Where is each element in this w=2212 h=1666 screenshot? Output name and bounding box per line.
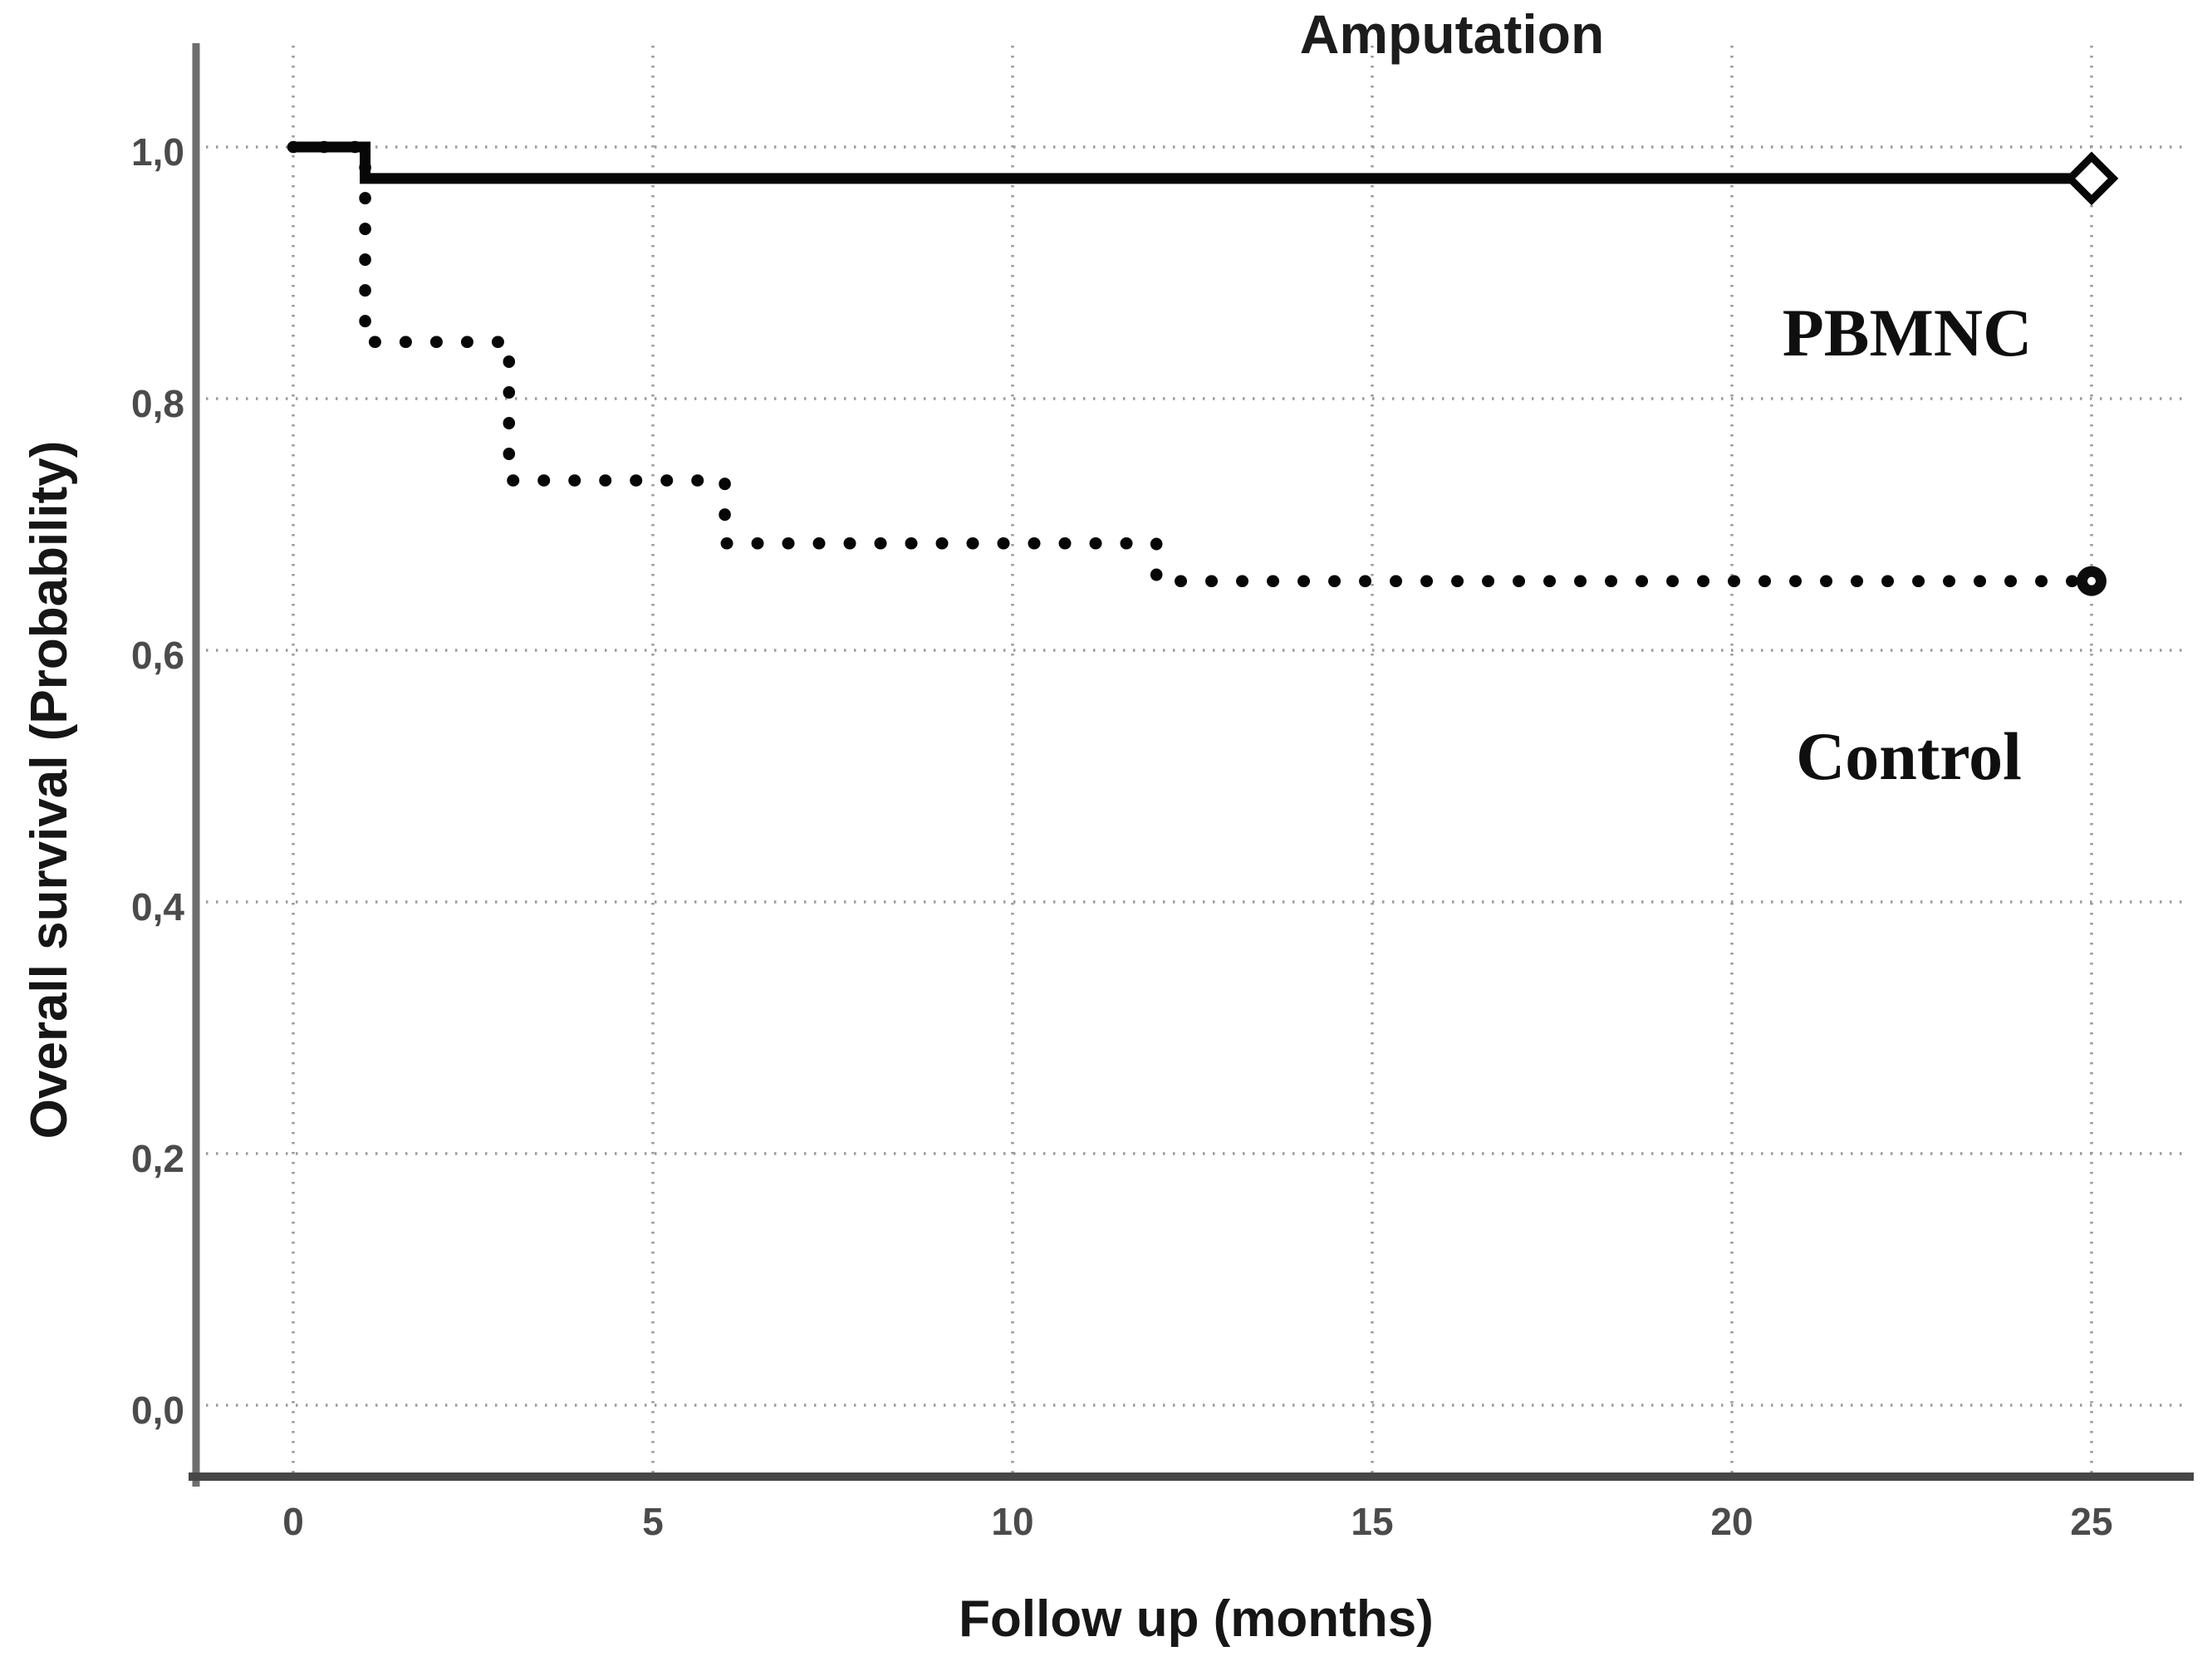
y-tick-label-0,8: 0,8: [131, 382, 184, 425]
chart-title: Amputation: [1300, 3, 1605, 65]
x-tick-label-5: 5: [642, 1500, 664, 1543]
pbmnc-end-diamond-marker: [2064, 151, 2119, 206]
y-tick-label-0,6: 0,6: [131, 634, 184, 677]
legend-label-pbmnc: PBMNC: [1783, 295, 2033, 370]
axes-layer: [189, 43, 2194, 1487]
x-tick-label-25: 25: [2070, 1500, 2112, 1543]
y-tick-label-0,0: 0,0: [131, 1389, 184, 1432]
tick-label-layer: 0 5 10 15 20 25 1,0 0,8 0,6 0,4 0,2 0,0: [131, 130, 2113, 1543]
x-axis-title: Follow up (months): [959, 1590, 1434, 1648]
x-tick-label-15: 15: [1351, 1500, 1393, 1543]
x-tick-label-0: 0: [282, 1500, 304, 1543]
y-axis-title: Overall survival (Probability): [21, 441, 78, 1139]
x-tick-label-20: 20: [1710, 1500, 1753, 1543]
legend-label-control: Control: [1796, 718, 2022, 794]
control-end-circle-marker-center: [2087, 576, 2096, 586]
y-tick-label-0,4: 0,4: [131, 885, 184, 929]
y-tick-label-1,0: 1,0: [131, 130, 184, 174]
pbmnc-survival-curve: [293, 141, 2092, 184]
series-layer: [287, 140, 2119, 596]
y-tick-label-0,2: 0,2: [131, 1137, 184, 1180]
x-tick-label-10: 10: [991, 1500, 1033, 1543]
